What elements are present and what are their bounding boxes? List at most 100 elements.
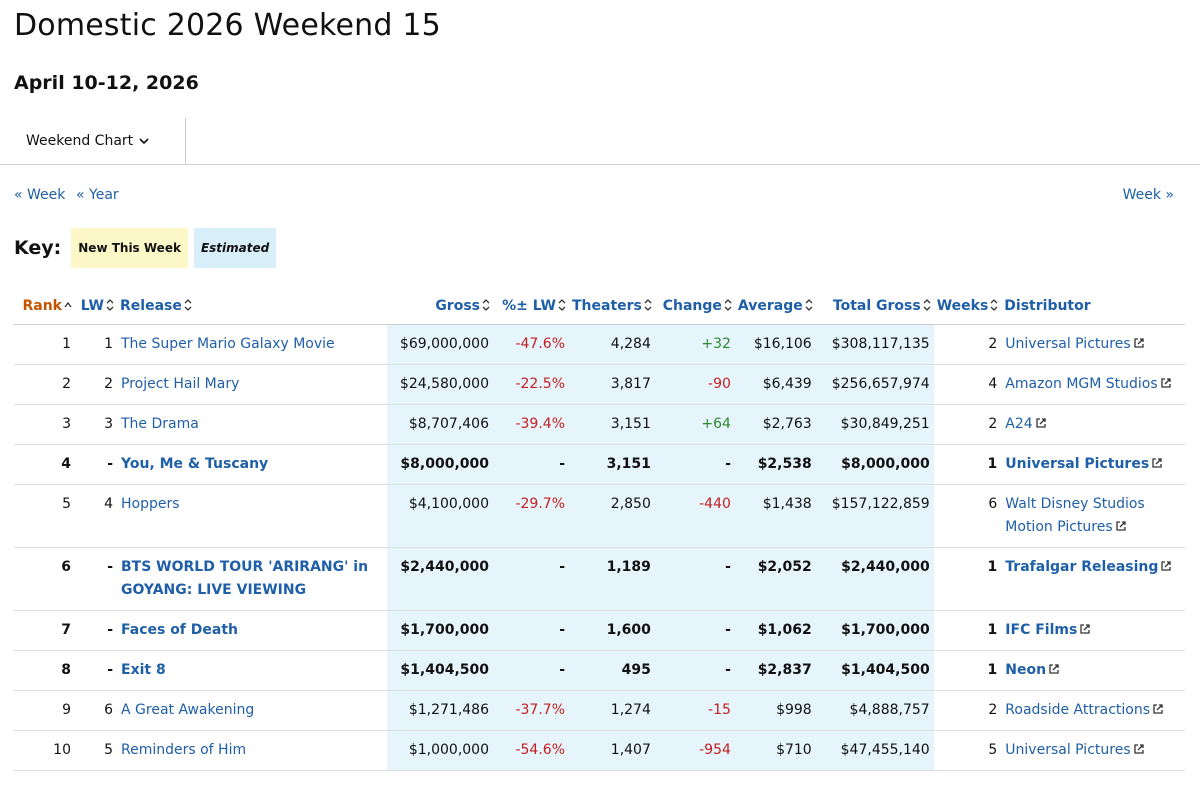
column-header[interactable]: Theaters — [569, 288, 655, 325]
table-cell: $4,100,000 — [387, 484, 493, 548]
release-link[interactable]: Project Hail Mary — [121, 376, 240, 392]
table-cell: $2,440,000 — [387, 547, 493, 611]
column-header[interactable]: Gross — [387, 288, 493, 325]
cell-text: 2 — [988, 336, 998, 352]
dropdown-label: Weekend Chart — [26, 133, 134, 149]
release-link[interactable]: Reminders of Him — [121, 742, 247, 758]
cell-text: $308,117,135 — [831, 336, 930, 352]
cell-text: - — [725, 559, 731, 575]
table-cell: The Super Mario Galaxy Movie — [117, 324, 387, 365]
cell-text: 1 — [62, 336, 71, 352]
page-title: Domestic 2026 Weekend 15 — [14, 8, 441, 43]
release-link[interactable]: BTS WORLD TOUR 'ARIRANG' in GOYANG: LIVE… — [121, 559, 369, 598]
cell-text: $8,000,000 — [841, 456, 930, 472]
external-link-icon — [1161, 378, 1171, 388]
table-cell: 2 — [933, 404, 1002, 445]
table-cell: 4,284 — [569, 324, 655, 365]
tab-bar: Weekend Chart — [0, 118, 1200, 165]
prev-week-link[interactable]: « Week — [14, 187, 66, 203]
distributor-link[interactable]: Roadside Attractions — [1005, 702, 1151, 718]
column-header[interactable]: LW — [75, 288, 117, 325]
cell-text: 6 — [61, 559, 71, 575]
sort-icon — [724, 299, 732, 311]
table-cell: -39.4% — [493, 404, 569, 445]
header-label: Theaters — [572, 298, 642, 314]
cell-text: 5 — [104, 742, 113, 758]
table-cell: 5 — [75, 730, 117, 771]
table-cell: $16,106 — [734, 324, 816, 365]
release-link[interactable]: You, Me & Tuscany — [121, 456, 269, 472]
release-link[interactable]: The Super Mario Galaxy Movie — [121, 336, 335, 352]
cell-text: - — [107, 662, 113, 678]
distributor-link[interactable]: Walt Disney Studios Motion Pictures — [1005, 496, 1145, 535]
table-cell: 5 — [933, 730, 1002, 771]
sort-icon — [106, 299, 114, 311]
cell-text: 2 — [988, 702, 998, 718]
table-cell: -29.7% — [493, 484, 569, 548]
external-link-icon — [1080, 624, 1090, 634]
table-row: 3 3 The Drama $8,707,406 -39.4% 3,151 +64 $2,76… — [14, 404, 1186, 445]
cell-text: $2,538 — [757, 456, 812, 472]
next-week-link[interactable]: Week » — [1122, 187, 1174, 203]
table-row: 6 - BTS WORLD TOUR 'ARIRANG' in GOYANG: LI… — [14, 547, 1186, 611]
cell-text: - — [107, 622, 113, 638]
chart-dropdown[interactable]: Weekend Chart — [0, 118, 186, 164]
cell-text: 5 — [62, 496, 71, 512]
column-header[interactable]: Weeks — [933, 288, 1002, 325]
distributor-link[interactable]: Universal Pictures — [1005, 742, 1131, 758]
distributor-link[interactable]: Neon — [1005, 662, 1047, 678]
distributor-link[interactable]: Amazon MGM Studios — [1005, 376, 1158, 392]
table-cell: -440 — [654, 484, 735, 548]
table-cell: 2 — [933, 690, 1002, 731]
cell-text: $2,440,000 — [841, 559, 930, 575]
cell-text: $1,404,500 — [841, 662, 930, 678]
cell-text: $30,849,251 — [840, 416, 930, 432]
cell-text: $69,000,000 — [399, 336, 489, 352]
cell-text: -15 — [708, 702, 731, 718]
column-header[interactable]: Rank — [14, 288, 75, 325]
column-header[interactable]: Total Gross — [815, 288, 934, 325]
release-link[interactable]: Exit 8 — [121, 662, 166, 678]
table-cell: - — [493, 650, 569, 691]
distributor-link[interactable]: A24 — [1005, 416, 1033, 432]
cell-text: - — [725, 622, 731, 638]
table-cell: Trafalgar Releasing — [1001, 547, 1186, 611]
column-header[interactable]: Average — [734, 288, 816, 325]
cell-text: -37.7% — [515, 702, 565, 718]
distributor-link[interactable]: Universal Pictures — [1005, 336, 1131, 352]
table-cell: Roadside Attractions — [1001, 690, 1186, 731]
cell-text: $1,700,000 — [400, 622, 489, 638]
chevron-icon — [139, 138, 149, 145]
table-cell: - — [654, 444, 735, 485]
release-link[interactable]: A Great Awakening — [121, 702, 255, 718]
external-link-icon — [1049, 664, 1059, 674]
table-cell: $8,000,000 — [815, 444, 934, 485]
table-cell: The Drama — [117, 404, 387, 445]
prev-year-link[interactable]: « Year — [76, 187, 119, 203]
distributor-link[interactable]: Universal Pictures — [1005, 456, 1150, 472]
cell-text: 1 — [104, 336, 113, 352]
release-link[interactable]: The Drama — [121, 416, 199, 432]
column-header[interactable]: Distributor — [1001, 288, 1186, 325]
column-header[interactable]: %± LW — [493, 288, 569, 325]
table-cell: $30,849,251 — [815, 404, 934, 445]
cell-text: 1,600 — [606, 622, 651, 638]
distributor-link[interactable]: Trafalgar Releasing — [1005, 559, 1159, 575]
cell-text: $8,000,000 — [400, 456, 489, 472]
table-cell: Universal Pictures — [1001, 730, 1186, 771]
cell-text: 2 — [104, 376, 113, 392]
release-link[interactable]: Faces of Death — [121, 622, 238, 638]
distributor-link[interactable]: IFC Films — [1005, 622, 1078, 638]
column-header[interactable]: Change — [654, 288, 735, 325]
cell-text: $2,837 — [757, 662, 812, 678]
table-cell: 3,817 — [569, 364, 655, 405]
date-range: April 10-12, 2026 — [14, 72, 199, 94]
cell-text: -954 — [699, 742, 731, 758]
column-header[interactable]: Release — [117, 288, 387, 325]
cell-text: $998 — [776, 702, 812, 718]
sort-icon — [990, 299, 998, 311]
release-link[interactable]: Hoppers — [121, 496, 180, 512]
table-cell: $1,271,486 — [387, 690, 493, 731]
table-cell: Exit 8 — [117, 650, 387, 691]
